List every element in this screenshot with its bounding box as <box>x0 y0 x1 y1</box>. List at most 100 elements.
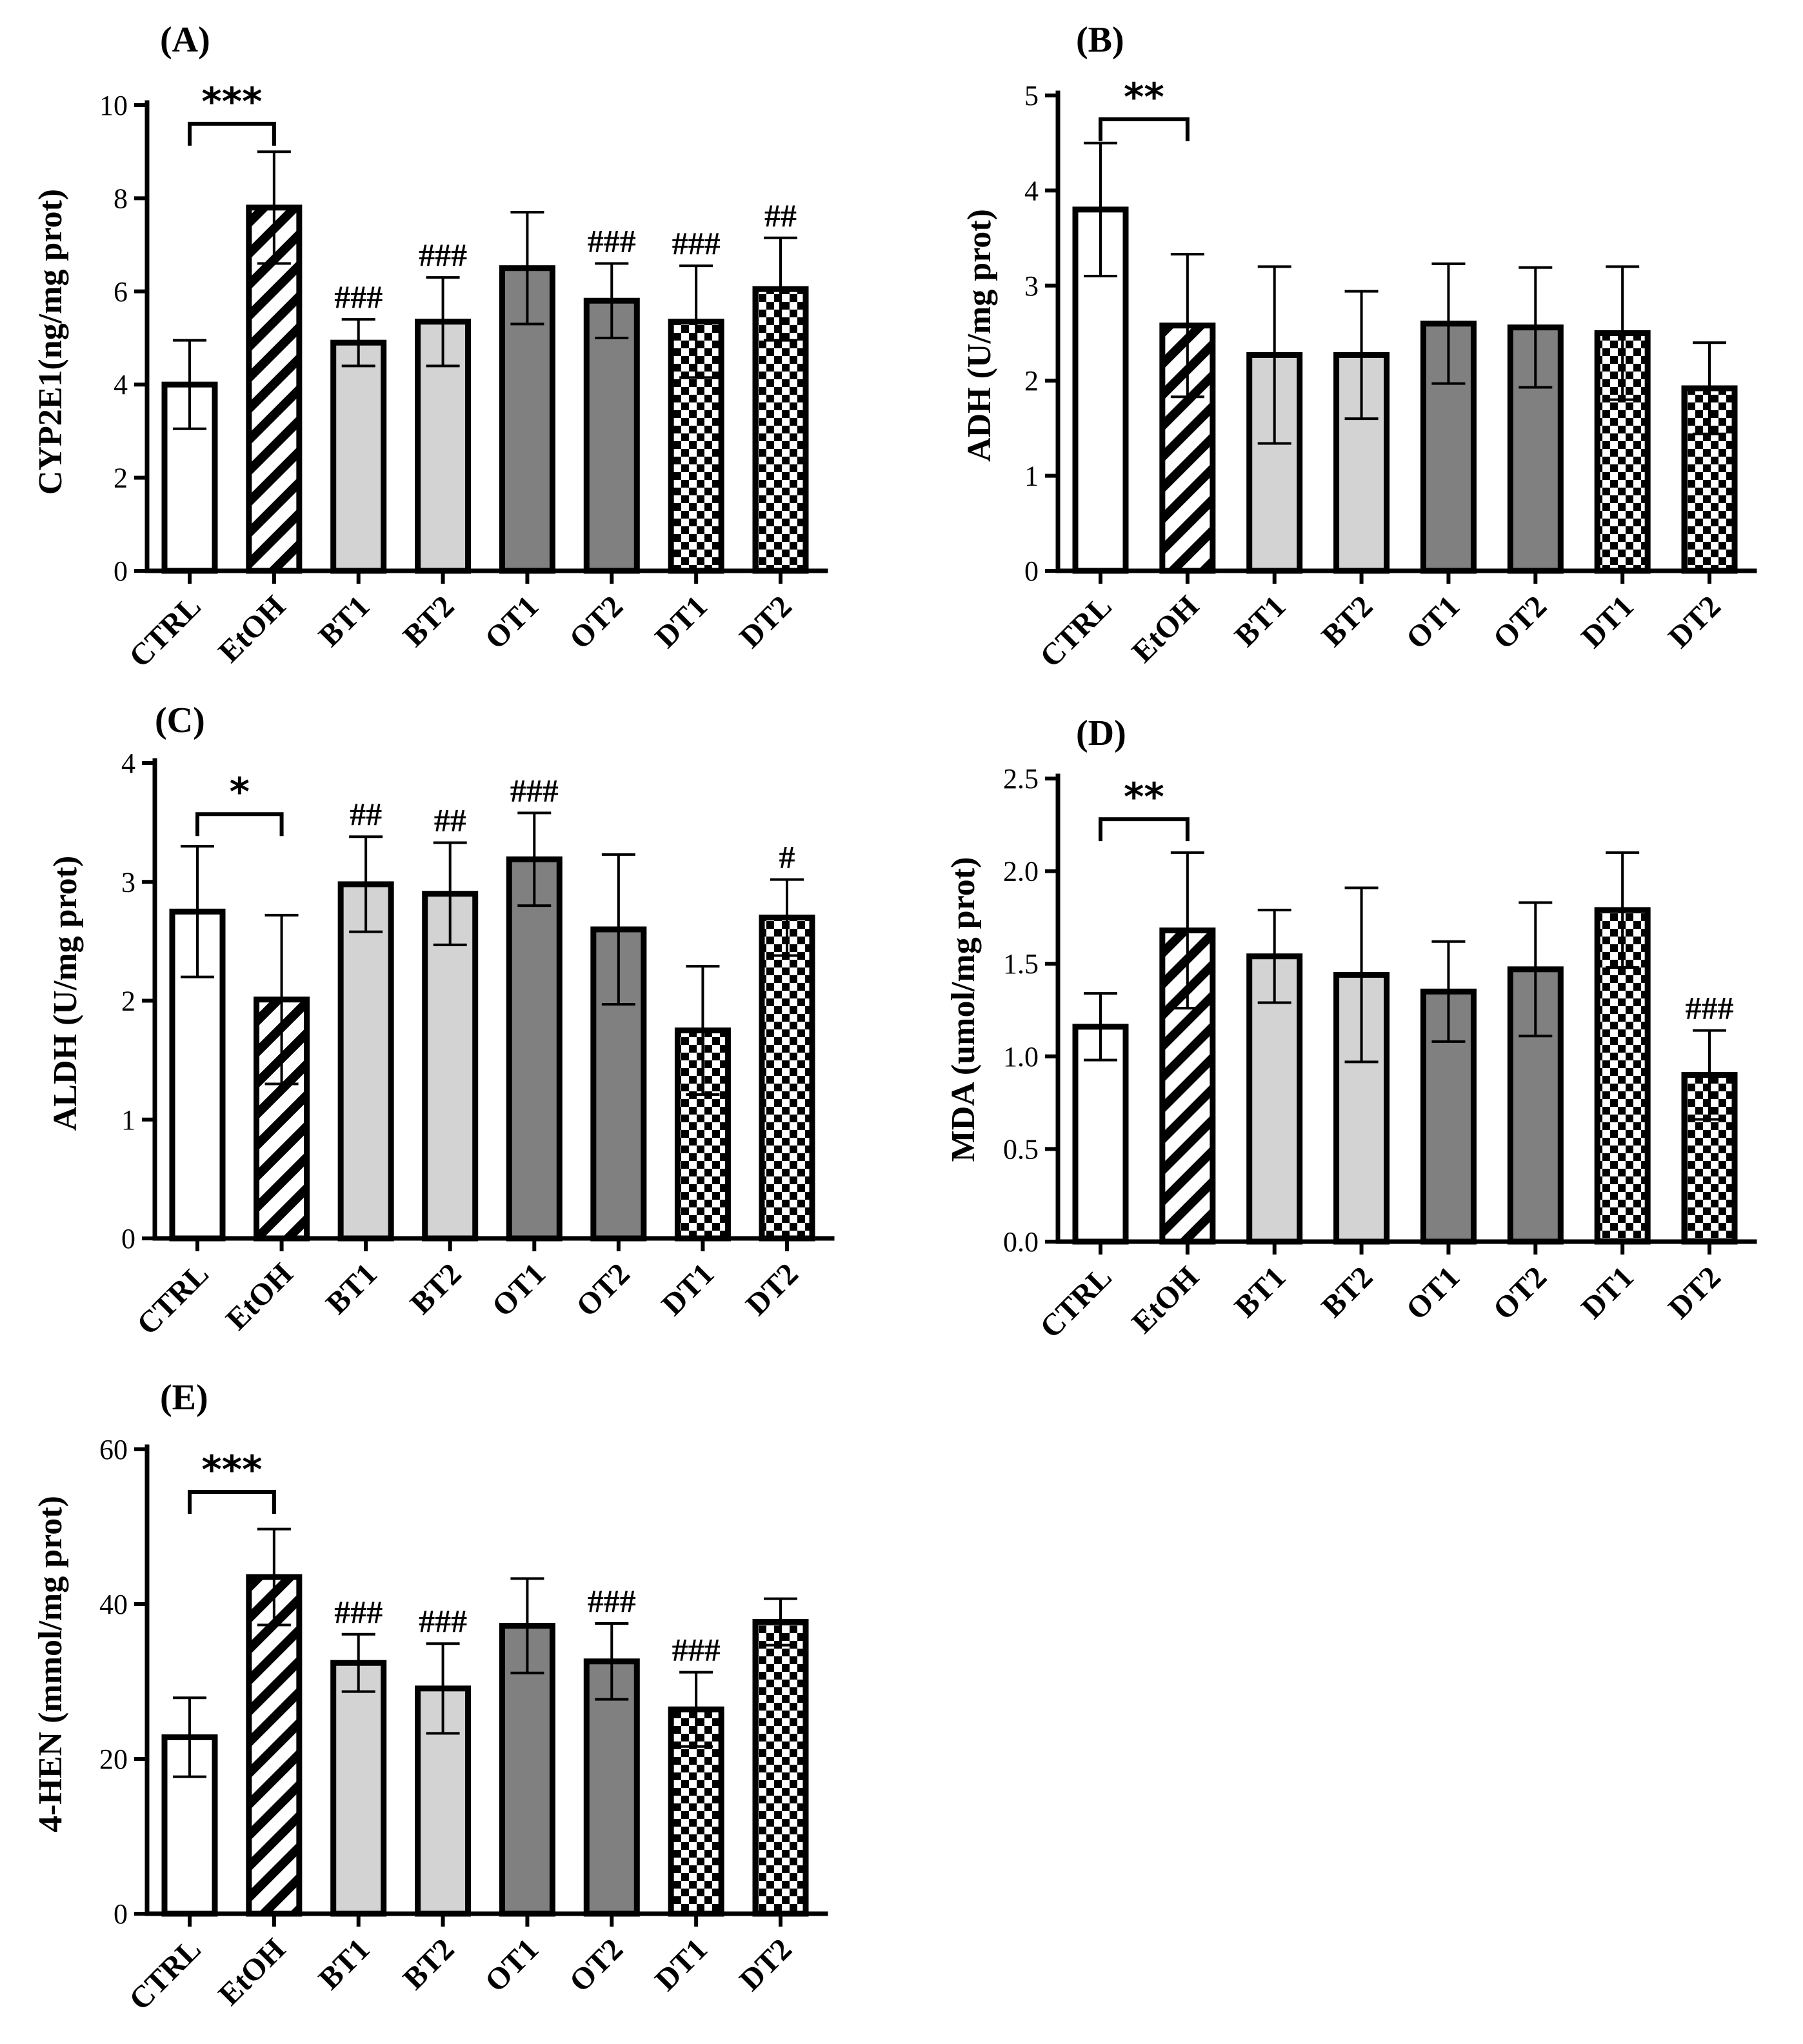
error-bar-ctrl <box>1084 992 1117 1062</box>
error-bar-bt2 <box>1344 290 1379 421</box>
hash-marker: ### <box>672 225 721 261</box>
hash-marker: ## <box>764 197 797 233</box>
panel-e-error-bars <box>173 1527 797 1778</box>
error-bar-dt1 <box>679 1671 713 1748</box>
y-tick-label: 8 <box>114 183 128 214</box>
error-bar-ot1 <box>510 211 544 326</box>
panel-d-y-axis-label: MDA (umol/mg prot) <box>945 857 982 1162</box>
x-tick-label: BT2 <box>1315 589 1380 653</box>
panel-d-x-tick-labels: CTRL EtOH BT1 BT2 OT1 OT2 DT1 DT2 <box>1033 1242 1728 1345</box>
bar-ot1 <box>506 856 563 1242</box>
error-bar-dt2 <box>764 236 797 342</box>
x-tick-label: DT2 <box>733 589 799 655</box>
y-tick-label: 0 <box>114 1898 128 1930</box>
error-bar-bt1 <box>349 835 383 933</box>
panel-b-significance: ** <box>1099 75 1190 141</box>
panel-c: (C) ALDH (U/mg prot) 0 1 2 3 4 CTRL EtOH BT1 BT… <box>47 700 835 1342</box>
error-bar-dt1 <box>1606 265 1640 401</box>
error-bar-bt2 <box>426 276 460 368</box>
error-bar-ot1 <box>510 1577 544 1674</box>
error-bar-dt1 <box>686 965 720 1096</box>
panel-e-significance: *** <box>188 1447 276 1514</box>
y-tick-label: 2 <box>114 462 128 494</box>
panel-d-error-bars <box>1084 851 1726 1121</box>
bar-bt1 <box>337 881 394 1242</box>
error-bar-etoh <box>257 1527 291 1627</box>
x-tick-label: OT2 <box>563 589 630 655</box>
x-tick-label: OT1 <box>479 1932 545 1998</box>
bar-etoh <box>246 1574 303 1917</box>
panel-a-bars <box>161 204 809 574</box>
error-bar-ot2 <box>1519 901 1553 1038</box>
panel-e-significance-stars: *** <box>201 1447 262 1493</box>
x-tick-label: OT1 <box>1400 1260 1466 1326</box>
panel-b: (B) ADH (U/mg prot) 0 1 2 3 4 5 CTRL EtOH BT1 BT… <box>961 20 1757 674</box>
panel-a-hash-markers: ###### ### ##### <box>334 197 797 315</box>
error-bar-bt2 <box>433 841 467 946</box>
y-tick-label: 10 <box>99 90 128 121</box>
panel-e-y-axis-label: 4-HEN (mmol/mg prot) <box>32 1496 69 1832</box>
panel-d-y-ticks: 0.0 0.5 1.0 1.5 2.0 2.5 <box>1003 763 1058 1258</box>
error-bar-dt2 <box>764 1597 797 1647</box>
error-bar-bt2 <box>1344 886 1379 1064</box>
x-tick-label: EtOH <box>1125 589 1205 669</box>
error-bar-bt1 <box>1257 265 1291 445</box>
error-bar-etoh <box>257 150 291 265</box>
y-tick-label: 1 <box>1024 461 1039 492</box>
y-tick-label: 6 <box>114 276 128 308</box>
panel-b-label: (B) <box>1076 20 1124 60</box>
x-tick-label: BT1 <box>1228 589 1293 653</box>
hash-marker: ### <box>588 1583 636 1619</box>
y-tick-label: 0.5 <box>1003 1133 1039 1165</box>
hash-marker: ### <box>672 1632 721 1668</box>
panel-a-y-ticks: 0 2 4 6 8 10 <box>99 90 147 587</box>
error-bar-etoh <box>264 913 299 1086</box>
hash-marker: ### <box>334 279 383 315</box>
x-tick-label: BT1 <box>312 1932 377 1996</box>
error-bar-bt1 <box>341 1632 375 1693</box>
panel-c-significance-bracket <box>195 812 284 837</box>
panel-b-bars <box>1072 206 1738 574</box>
x-tick-label: BT2 <box>404 1256 468 1321</box>
panel-d-significance-stars: ** <box>1124 775 1164 820</box>
panel-b-error-bars <box>1084 141 1726 445</box>
x-tick-label: OT2 <box>1487 589 1553 655</box>
error-bar-dt1 <box>679 264 713 379</box>
x-tick-label: BT1 <box>319 1256 384 1321</box>
y-tick-label: 60 <box>99 1434 128 1465</box>
error-bar-ctrl <box>181 844 214 978</box>
panel-e-y-ticks: 0 20 40 60 <box>99 1434 147 1930</box>
error-bar-ot1 <box>1431 940 1466 1043</box>
panel-c-error-bars <box>181 811 804 1096</box>
x-tick-label: EtOH <box>212 589 292 669</box>
panel-b-significance-stars: ** <box>1124 75 1164 120</box>
error-bar-dt1 <box>1606 851 1640 969</box>
panel-c-x-tick-labels: CTRL EtOH BT1 BT2 OT1 OT2 DT1 DT2 <box>130 1238 805 1342</box>
hash-marker: ### <box>419 1603 467 1639</box>
y-tick-label: 2 <box>1024 365 1039 397</box>
bar-ot2 <box>583 1658 640 1917</box>
hash-marker: # <box>779 839 795 875</box>
panel-a-label: (A) <box>160 20 210 60</box>
error-bar-dt2 <box>770 878 804 957</box>
hash-marker: ### <box>1686 990 1734 1026</box>
y-tick-label: 20 <box>99 1743 128 1775</box>
y-tick-label: 1 <box>121 1104 135 1136</box>
panel-c-hash-markers: ## ###### <box>350 772 795 875</box>
error-bar-bt1 <box>1257 908 1291 1004</box>
error-bar-bt1 <box>341 318 375 368</box>
error-bar-ot2 <box>595 1622 629 1701</box>
x-tick-label: EtOH <box>1125 1260 1205 1340</box>
x-tick-label: BT2 <box>397 589 461 653</box>
x-tick-label: OT1 <box>479 589 545 655</box>
x-tick-label: CTRL <box>130 1256 215 1342</box>
hash-marker: ### <box>510 772 559 808</box>
panel-e-label: (E) <box>160 1378 208 1418</box>
x-tick-label: OT1 <box>486 1256 552 1323</box>
x-tick-label: DT1 <box>648 589 714 655</box>
x-tick-label: EtOH <box>212 1932 292 2012</box>
error-bar-ot2 <box>1519 266 1553 389</box>
y-tick-label: 40 <box>99 1589 128 1620</box>
panel-e-hash-markers: ### ### ### ### <box>334 1583 720 1668</box>
panel-c-y-axis-label: ALDH (U/mg prot) <box>47 856 84 1131</box>
